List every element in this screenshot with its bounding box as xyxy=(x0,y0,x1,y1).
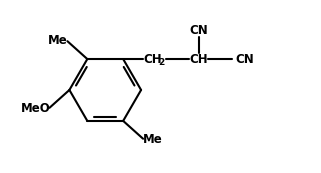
Text: MeO: MeO xyxy=(21,102,50,115)
Text: CN: CN xyxy=(235,53,254,66)
Text: 2: 2 xyxy=(158,58,165,67)
Text: CH: CH xyxy=(189,53,208,66)
Text: CN: CN xyxy=(189,24,208,37)
Text: Me: Me xyxy=(143,133,163,146)
Text: CH: CH xyxy=(144,53,162,66)
Text: Me: Me xyxy=(48,34,67,47)
